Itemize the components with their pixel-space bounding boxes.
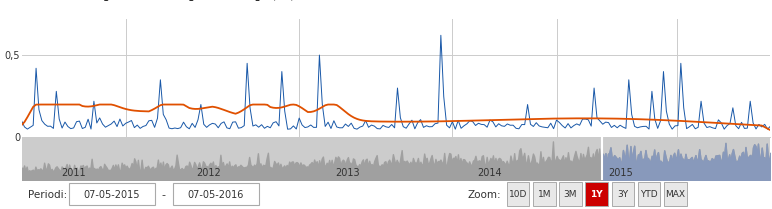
Text: 2011: 2011 <box>62 168 86 178</box>
Text: Syy: Syy <box>290 152 308 162</box>
FancyBboxPatch shape <box>611 182 634 206</box>
Text: 2014: 2014 <box>477 168 502 178</box>
Text: Mar: Mar <box>442 152 462 162</box>
Text: 07-05-2015: 07-05-2015 <box>83 190 140 200</box>
Text: Maa: Maa <box>666 152 688 162</box>
FancyBboxPatch shape <box>638 182 660 206</box>
Text: 1M: 1M <box>537 190 551 199</box>
FancyBboxPatch shape <box>69 183 155 205</box>
Text: Periodi:: Periodi: <box>28 190 67 200</box>
Text: 2012: 2012 <box>196 168 222 178</box>
Text: 3M: 3M <box>564 190 577 199</box>
Text: MAX: MAX <box>665 190 686 199</box>
FancyBboxPatch shape <box>533 182 556 206</box>
Text: Zoom:: Zoom: <box>467 190 501 200</box>
Text: 3Y: 3Y <box>618 190 628 199</box>
FancyBboxPatch shape <box>559 182 582 206</box>
Text: 07-05-2016: 07-05-2016 <box>188 190 244 200</box>
Text: YTD: YTD <box>640 190 658 199</box>
Text: 1Y: 1Y <box>591 190 603 199</box>
Legend: True range, Average True Range (14): True range, Average True Range (14) <box>27 0 299 5</box>
Text: 2016: 2016 <box>543 152 571 162</box>
Text: 2013: 2013 <box>335 168 360 178</box>
FancyBboxPatch shape <box>664 182 686 206</box>
FancyBboxPatch shape <box>173 183 259 205</box>
FancyBboxPatch shape <box>507 182 530 206</box>
Text: 10D: 10D <box>509 190 527 199</box>
Text: 2015: 2015 <box>608 168 633 178</box>
Text: Hei: Hei <box>118 152 135 162</box>
Text: -: - <box>162 190 166 200</box>
FancyBboxPatch shape <box>585 182 608 206</box>
